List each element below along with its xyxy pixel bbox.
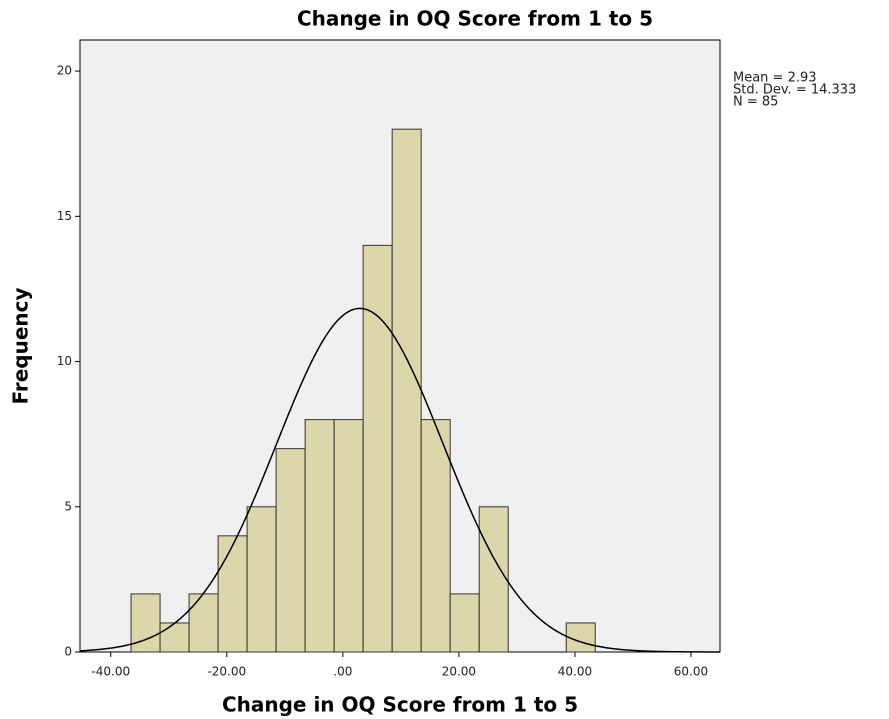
x-tick-label: -40.00 bbox=[91, 665, 130, 679]
bar bbox=[188, 593, 219, 653]
x-tick-label: 40.00 bbox=[558, 665, 592, 679]
bar bbox=[159, 622, 190, 653]
x-tick-label: .00 bbox=[333, 665, 352, 679]
bar bbox=[246, 506, 277, 653]
bar bbox=[217, 535, 248, 653]
bar bbox=[565, 622, 596, 653]
y-tick-label: 0 bbox=[64, 645, 72, 659]
bar bbox=[478, 506, 509, 653]
stats-label: Std. Dev. = 14.333 bbox=[733, 83, 856, 98]
normal-curve bbox=[79, 307, 720, 653]
x-tick-label: 60.00 bbox=[674, 665, 708, 679]
bar bbox=[275, 448, 306, 653]
x-tick-label: 20.00 bbox=[442, 665, 476, 679]
x-axis-title: Change in OQ Score from 1 to 5 bbox=[222, 693, 578, 717]
bar bbox=[391, 128, 422, 653]
chart-title: Change in OQ Score from 1 to 5 bbox=[297, 7, 653, 31]
bar bbox=[362, 244, 393, 653]
bar bbox=[333, 419, 364, 653]
bar bbox=[420, 419, 451, 653]
y-tick-label: 20 bbox=[57, 64, 72, 78]
bar bbox=[449, 593, 480, 653]
stats-label: Mean = 2.93 bbox=[733, 71, 817, 86]
y-tick-label: 5 bbox=[64, 499, 72, 513]
y-tick-label: 10 bbox=[57, 354, 72, 368]
stats-label: N = 85 bbox=[733, 95, 778, 110]
y-tick-label: 15 bbox=[57, 209, 72, 223]
y-axis-title: Frequency bbox=[9, 287, 33, 404]
x-tick-label: -20.00 bbox=[207, 665, 246, 679]
bar bbox=[304, 419, 335, 653]
